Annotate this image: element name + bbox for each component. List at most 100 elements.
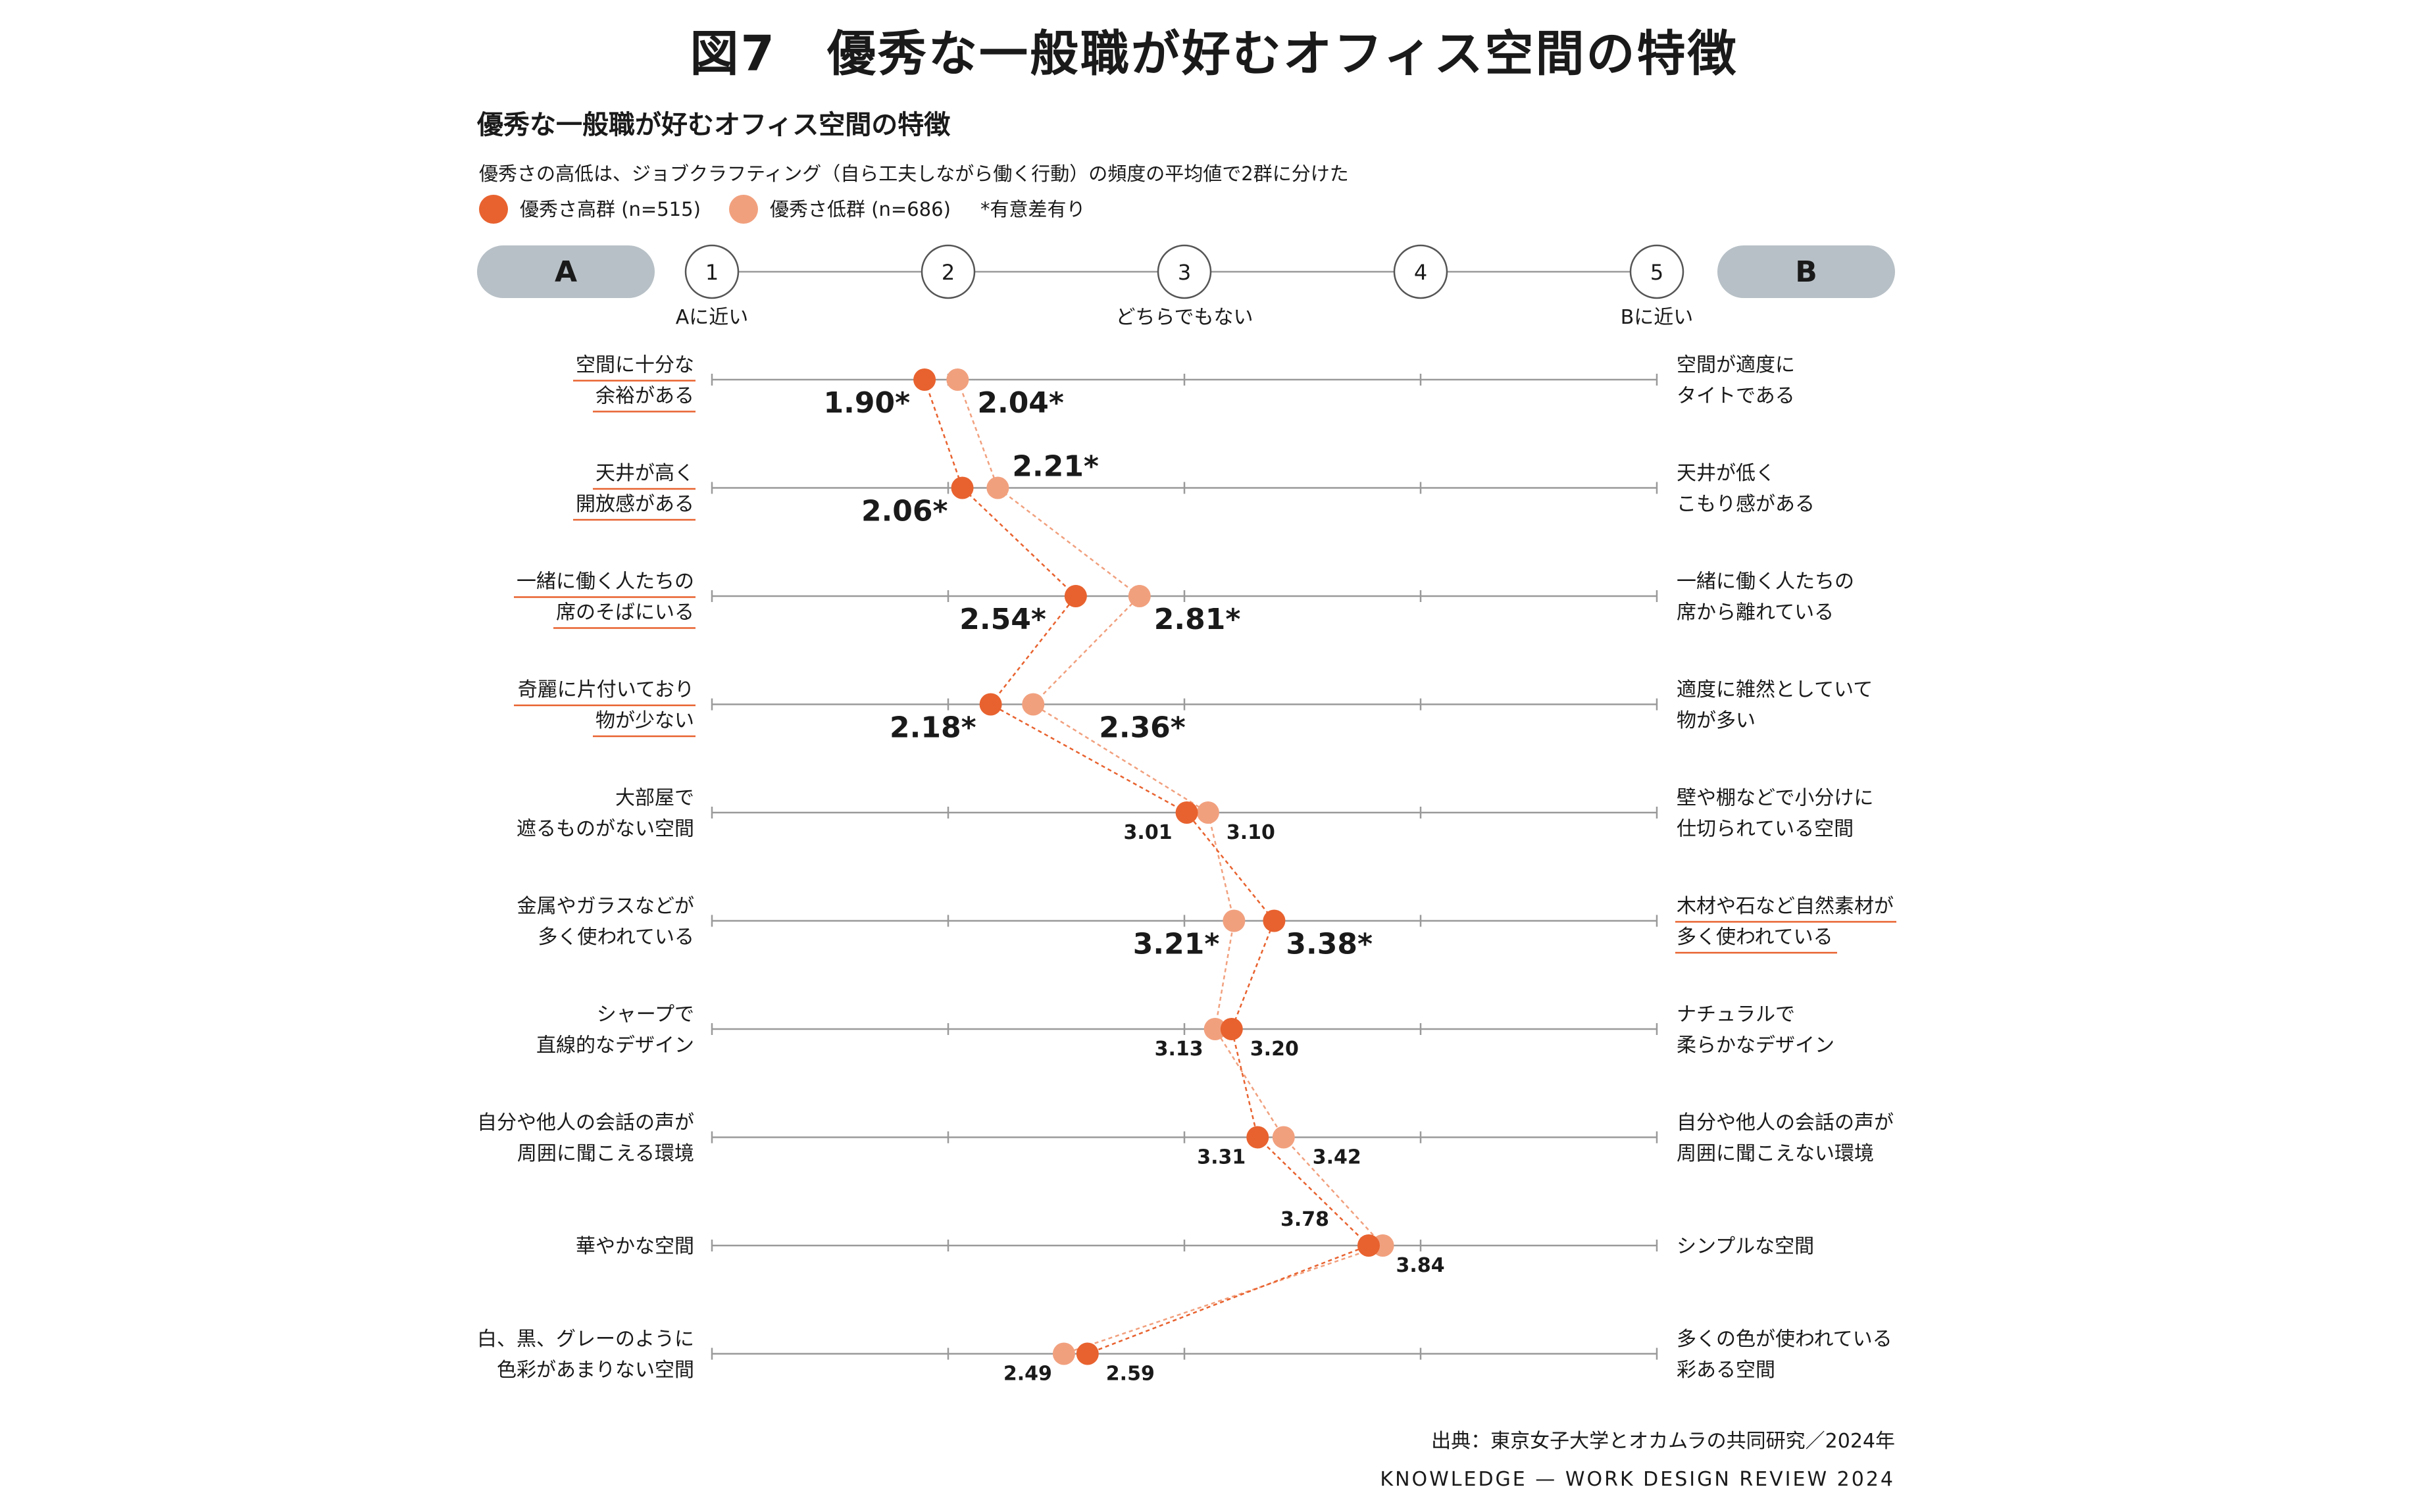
series-low-point [1128, 585, 1151, 607]
item-a-label: 白、黒、グレーのように [477, 1328, 694, 1351]
series-low-label: 3.10 [1227, 821, 1275, 844]
scale-anchor-label-3: どちらでもない [1115, 306, 1253, 329]
series-low-point [946, 368, 969, 391]
brand-footer: KNOWLEDGE — WORK DESIGN REVIEW 2024 [1380, 1468, 1895, 1491]
scale-point-label-5: 5 [1650, 260, 1663, 285]
series-high-point [951, 476, 974, 499]
item-b-label: 席から離れている [1677, 601, 1834, 624]
item-b-label: 周囲に聞こえない環境 [1677, 1142, 1874, 1165]
series-low-label: 2.21* [1012, 450, 1099, 484]
item-a-label: 色彩があまりない空間 [497, 1359, 694, 1382]
legend-marker-low [729, 195, 758, 224]
item-a-label: 天井が高く [595, 462, 694, 485]
item-a-label: 周囲に聞こえる環境 [517, 1142, 694, 1165]
legend-marker-high [479, 195, 508, 224]
scale-anchor-label-5: Bに近い [1621, 306, 1694, 329]
item-b-label: シンプルな空間 [1677, 1235, 1814, 1258]
series-high-point [1220, 1018, 1243, 1040]
pole-a-label: A [555, 255, 577, 289]
series-low-label: 3.13 [1155, 1038, 1203, 1061]
series-low-point [1196, 801, 1219, 824]
item-a-label: 自分や他人の会話の声が [477, 1111, 694, 1134]
series-low-label: 2.36* [1099, 711, 1186, 745]
item-b-label: ナチュラルで [1677, 1003, 1795, 1026]
chart-title: 優秀な一般職が好むオフィス空間の特徴 [476, 110, 951, 140]
scale-point-label-1: 1 [705, 260, 719, 285]
series-high-point [1246, 1126, 1269, 1149]
series-high-point [1064, 585, 1087, 607]
source-note: 出典：東京女子大学とオカムラの共同研究／2024年 [1431, 1430, 1895, 1453]
scale-anchor-label-1: Aに近い [676, 306, 749, 329]
item-a-label: シャープで [597, 1003, 694, 1026]
scale-point-4 [1393, 244, 1448, 299]
item-a-label: 余裕がある [595, 385, 694, 408]
item-b-label: 柔らかなデザイン [1677, 1034, 1834, 1057]
series-high-label: 1.90* [824, 386, 911, 420]
item-a-label: 遮るものがない空間 [517, 818, 694, 841]
item-a-label: 奇麗に片付いており [518, 678, 694, 701]
scale-point-3 [1157, 244, 1212, 299]
item-b-label: 適度に雑然としていて [1677, 678, 1873, 701]
item-b-label: 仕切られている空間 [1677, 818, 1854, 841]
item-b-label: 多くの色が使われている [1677, 1328, 1892, 1351]
item-a-label: 一緒に働く人たちの [517, 570, 694, 593]
item-b-label: 彩ある空間 [1677, 1359, 1775, 1382]
series-low-label: 2.81* [1154, 603, 1241, 636]
series-high-label: 3.38* [1286, 928, 1373, 961]
item-b-label: 天井が低く [1677, 462, 1775, 485]
series-low-label: 2.04* [977, 386, 1064, 420]
scale-point-1 [684, 244, 740, 299]
item-a-label: 物が少ない [595, 709, 694, 732]
legend-label-low: 優秀さ低群 (n=686) [770, 198, 951, 220]
item-a-label: 大部屋で [615, 787, 694, 810]
series-high-point [1076, 1342, 1099, 1365]
item-b-label: 物が多い [1677, 709, 1756, 732]
series-low-point [986, 476, 1009, 499]
series-high-label: 3.01 [1124, 821, 1173, 844]
item-a-label: 多く使われている [538, 926, 694, 949]
series-line-low [957, 379, 1384, 1355]
pole-b-label: B [1795, 255, 1817, 289]
scale-point-2 [921, 244, 976, 299]
item-b-label: 多く使われている [1677, 926, 1833, 949]
series-low-point [1223, 909, 1246, 932]
scale-point-label-3: 3 [1178, 260, 1191, 285]
series-high-point [1357, 1234, 1380, 1257]
series-high-label: 3.78 [1280, 1208, 1329, 1231]
series-low-point [1052, 1342, 1075, 1365]
series-low-point [1203, 1018, 1227, 1040]
figure-title: 図7 優秀な一般職が好むオフィス空間の特徴 [690, 26, 1738, 82]
item-a-label: 空間に十分な [576, 354, 694, 377]
legend-note: *有意差有り [980, 198, 1086, 220]
item-b-label: 木材や石など自然素材が [1677, 895, 1894, 918]
series-high-label: 2.18* [890, 711, 976, 745]
series-line-high [923, 379, 1371, 1355]
scale-point-label-4: 4 [1414, 260, 1427, 285]
series-low-label: 3.21* [1133, 928, 1220, 961]
item-b-label: こもり感がある [1677, 493, 1815, 516]
series-low-point [1272, 1126, 1295, 1149]
item-a-label: 金属やガラスなどが [517, 895, 694, 918]
item-b-label: 空間が適度に [1677, 354, 1795, 377]
item-b-label: タイトである [1677, 385, 1795, 408]
pole-b-pill [1717, 245, 1895, 298]
series-high-label: 3.31 [1197, 1146, 1246, 1169]
series-low-point [1022, 693, 1045, 716]
series-low-label: 3.84 [1396, 1254, 1445, 1277]
item-a-label: 華やかな空間 [576, 1235, 694, 1258]
scale-point-label-2: 2 [942, 260, 955, 285]
item-a-label: 開放感がある [576, 493, 694, 516]
series-high-label: 2.06* [861, 495, 948, 528]
item-a-label: 席のそばにいる [556, 601, 694, 624]
item-b-label: 壁や棚などで小分けに [1677, 787, 1873, 810]
series-low-label: 2.49 [1003, 1363, 1052, 1386]
series-high-label: 2.54* [959, 603, 1046, 636]
series-low-label: 3.42 [1313, 1146, 1361, 1169]
scale-point-5 [1629, 244, 1684, 299]
pole-a-pill [477, 245, 655, 298]
series-high-point [1263, 909, 1286, 932]
series-high-point [979, 693, 1002, 716]
series-high-point [913, 368, 936, 391]
legend-label-high: 優秀さ高群 (n=515) [520, 198, 701, 220]
